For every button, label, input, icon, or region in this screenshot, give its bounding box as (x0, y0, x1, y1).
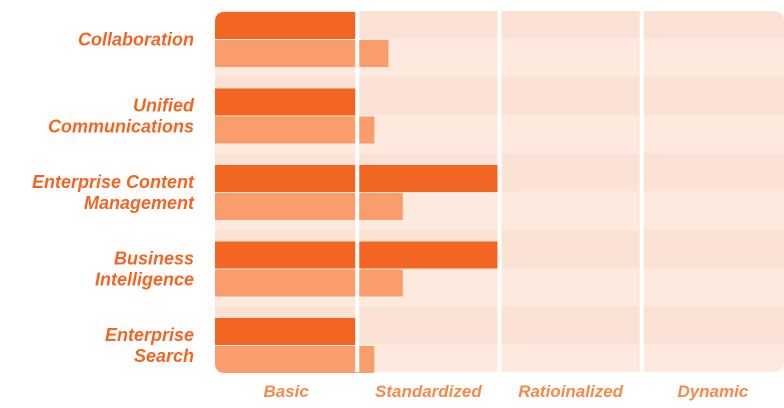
x-tick-label: Ratioinalized (518, 382, 623, 401)
bar (215, 116, 375, 144)
x-tick-label: Dynamic (677, 382, 748, 401)
x-tick-label: Standardized (375, 382, 482, 401)
category-label: Business Intelligence (95, 249, 194, 290)
bar (215, 346, 375, 373)
bar (215, 269, 403, 297)
category-label: Unified Communications (48, 96, 195, 137)
category-label: Collaboration (78, 30, 194, 50)
bar (215, 318, 358, 345)
bar (215, 12, 358, 39)
bar (215, 193, 403, 220)
bar (215, 88, 358, 116)
category-label: Enterprise Search (105, 325, 194, 366)
x-tick-label: Basic (263, 382, 309, 401)
category-label: Enterprise Content Management (32, 172, 195, 213)
gridlines (355, 11, 644, 372)
bar (215, 40, 389, 67)
x-tick-labels: Basic Standardized Ratioinalized Dynamic (263, 382, 748, 401)
category-labels: Collaboration Unified Communications Enterp… (32, 30, 195, 367)
